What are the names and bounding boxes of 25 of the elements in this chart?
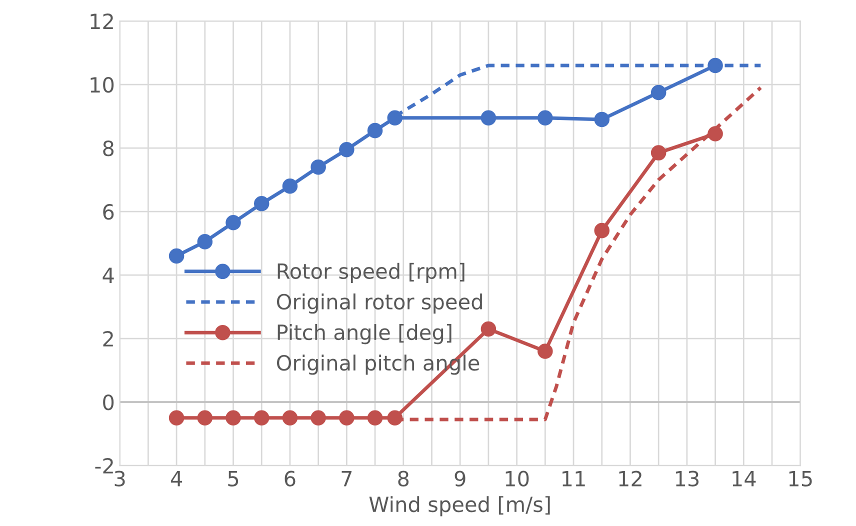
- x-tick-label: 11: [562, 471, 585, 486]
- x-axis-title: Wind speed [m/s]: [369, 496, 550, 516]
- x-tick-label: 4: [170, 471, 182, 486]
- x-tick-label: 14: [732, 471, 756, 486]
- x-tick-label: 13: [676, 470, 699, 486]
- x-tick-label: 6: [284, 470, 296, 486]
- y-tick-label: 8: [103, 140, 114, 156]
- legend-label: Original rotor speed: [276, 293, 482, 314]
- legend-label: Pitch angle [deg]: [278, 324, 452, 344]
- y-tick-label: 6: [103, 204, 114, 220]
- y-tick-label: 12: [90, 13, 113, 29]
- y-tick-label: 0: [103, 394, 114, 410]
- legend-label: Rotor speed [rpm]: [278, 262, 464, 284]
- y-tick-label: 10: [90, 76, 114, 93]
- y-tick-label: -2: [95, 458, 113, 474]
- x-tick-label: 5: [228, 471, 238, 486]
- y-tick-label: 2: [103, 330, 113, 346]
- x-tick-label: 10: [506, 470, 529, 486]
- x-tick-label: 7: [342, 471, 352, 486]
- y-tick-label: 4: [102, 268, 114, 283]
- x-tick-label: 15: [789, 471, 812, 486]
- x-tick-label: 3: [114, 470, 125, 486]
- x-tick-label: 9: [454, 470, 466, 486]
- x-tick-label: 8: [398, 470, 409, 486]
- x-tick-label: 12: [619, 470, 642, 486]
